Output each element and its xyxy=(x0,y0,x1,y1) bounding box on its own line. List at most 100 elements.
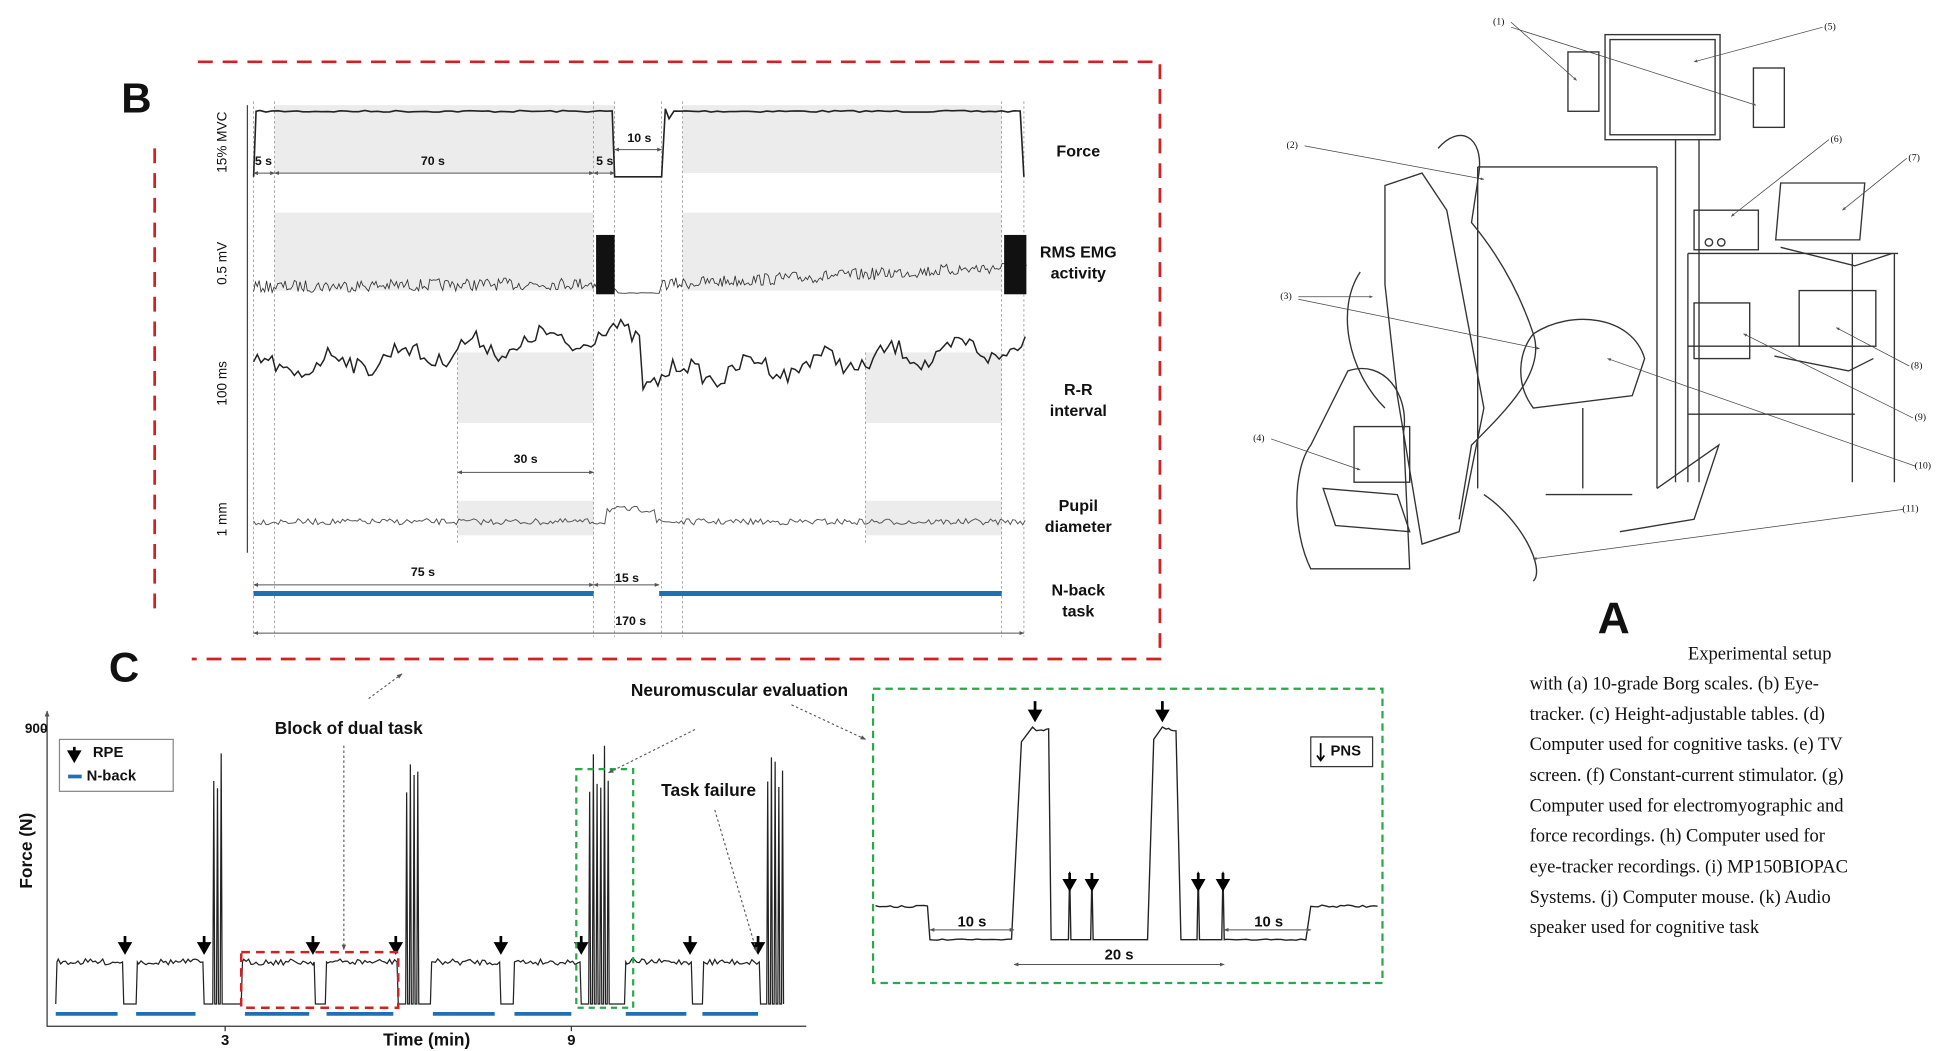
callout-label: (2) xyxy=(1286,140,1298,151)
shaded-window xyxy=(457,500,594,536)
shaded-window xyxy=(457,352,594,423)
callout-line xyxy=(1532,509,1904,560)
leader-line xyxy=(714,809,758,953)
caption-line: tracker. (c) Height-adjustable tables. (… xyxy=(1530,704,1825,725)
caption-line: Computer used for electromyographic and xyxy=(1530,796,1845,817)
duration-label: 10 s xyxy=(958,914,987,930)
callout-label: (3) xyxy=(1280,291,1292,302)
callout-label: (9) xyxy=(1915,412,1927,423)
unit-label: 1 mm xyxy=(214,502,229,536)
callout-label: (1) xyxy=(1493,17,1505,28)
duration-label: 10 s xyxy=(1254,914,1283,930)
y-axis-title: Force (N) xyxy=(16,813,36,889)
annotation: Task failure xyxy=(661,780,756,800)
duration-label: 20 s xyxy=(1105,948,1134,964)
signal-name: task xyxy=(1062,602,1094,620)
emg-trace xyxy=(253,260,1027,295)
arrow-marker xyxy=(1155,701,1170,723)
shaded-window xyxy=(865,352,1002,423)
unit-label: 100 ms xyxy=(214,361,229,406)
arrow-marker xyxy=(117,936,133,955)
arrow-marker xyxy=(196,936,212,955)
signal-name: Pupil xyxy=(1059,497,1098,515)
panel-label: A xyxy=(1598,595,1630,644)
arrow-marker xyxy=(1190,872,1206,892)
x-tick-label: 9 xyxy=(567,1033,575,1049)
dual-task-box xyxy=(239,950,400,1009)
legend-arrow xyxy=(1316,743,1326,762)
signal-name: RMS EMG xyxy=(1040,244,1117,262)
panel-label: C xyxy=(109,643,139,690)
y-tick-label: 900 xyxy=(25,721,48,736)
caption-line: speaker used for cognitive task xyxy=(1530,917,1760,938)
callout-label: (10) xyxy=(1915,460,1931,471)
callout-line xyxy=(1743,333,1914,419)
callout-label: (7) xyxy=(1908,153,1920,164)
arrow-marker xyxy=(305,936,321,955)
callout-line xyxy=(1271,438,1361,471)
callout-label: (5) xyxy=(1824,21,1836,32)
duration-label: 30 s xyxy=(514,452,538,466)
shaded-window xyxy=(682,105,1002,174)
annotation: Neuromuscular evaluation xyxy=(631,680,848,700)
caption-line: Computer used for cognitive tasks. (e) T… xyxy=(1530,734,1844,755)
signal-name: Force xyxy=(1056,142,1100,160)
x-tick-label: 3 xyxy=(221,1033,229,1049)
shaded-window xyxy=(274,212,594,291)
setup-illustration xyxy=(1296,33,1899,582)
legend-text: N-back xyxy=(87,768,137,784)
leader-line xyxy=(607,729,696,774)
callout-line xyxy=(1298,298,1540,350)
annotation: Block of dual task xyxy=(275,718,423,738)
pupil-trace xyxy=(253,505,1026,526)
caption-line: screen. (f) Constant-current stimulator.… xyxy=(1530,765,1844,786)
caption-line: Experimental setup xyxy=(1688,644,1832,665)
duration-label: 70 s xyxy=(421,154,445,168)
leader-line xyxy=(368,673,403,700)
callout-line xyxy=(1510,26,1757,106)
unit-label: 15% MVC xyxy=(214,111,229,172)
caption-line: eye-tracker recordings. (i) MP150BIOPAC xyxy=(1530,856,1848,877)
callout-label: (4) xyxy=(1253,433,1265,444)
duration-label: 5 s xyxy=(596,154,613,168)
x-axis-title: Time (min) xyxy=(383,1030,470,1050)
caption-line: Systems. (j) Computer mouse. (k) Audio xyxy=(1530,887,1831,908)
signal-name: activity xyxy=(1051,265,1106,283)
callout-label: (6) xyxy=(1831,134,1843,145)
panel-label: B xyxy=(121,74,151,121)
panel-b-frame xyxy=(153,60,1162,661)
legend-text: PNS xyxy=(1331,744,1362,760)
duration-label: 15 s xyxy=(615,571,639,585)
legend-text: RPE xyxy=(93,745,124,761)
caption-line: with (a) 10-grade Borg scales. (b) Eye- xyxy=(1530,673,1819,694)
callout-label: (11) xyxy=(1902,504,1918,515)
leader-line xyxy=(791,704,867,740)
evaluation-box xyxy=(575,767,635,1009)
emg-burst xyxy=(596,234,615,295)
callout-line xyxy=(1835,327,1910,367)
duration-label: 170 s xyxy=(615,614,646,628)
callout-line xyxy=(1304,145,1485,181)
inset-trace xyxy=(875,726,1378,941)
caption-line: force recordings. (h) Computer used for xyxy=(1530,825,1826,846)
arrow-marker xyxy=(67,746,82,764)
arrow-marker xyxy=(573,936,589,955)
signal-name: N-back xyxy=(1052,581,1106,599)
force-trace xyxy=(252,108,1025,178)
arrow-marker xyxy=(1084,872,1100,892)
duration-label: 5 s xyxy=(255,154,272,168)
legend-box xyxy=(58,738,174,792)
shaded-window xyxy=(274,105,615,174)
force-trace xyxy=(55,745,785,1005)
shaded-window xyxy=(682,212,1002,291)
axes xyxy=(44,710,807,1027)
arrow-marker xyxy=(1215,872,1231,892)
unit-label: 0.5 mV xyxy=(214,242,229,285)
signal-name: diameter xyxy=(1045,518,1112,536)
signal-name: interval xyxy=(1050,402,1107,420)
callout-label: (8) xyxy=(1911,360,1923,371)
emg-burst xyxy=(1004,234,1027,295)
callout-line xyxy=(1730,139,1830,217)
